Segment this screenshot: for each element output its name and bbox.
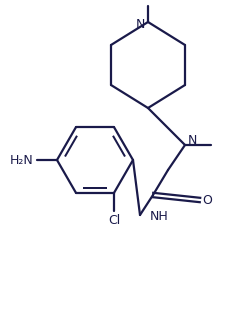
Text: O: O [201,194,211,206]
Text: Cl: Cl [108,214,120,227]
Text: NH: NH [150,211,168,223]
Text: N: N [135,17,144,31]
Text: N: N [187,134,196,147]
Text: H₂N: H₂N [10,154,34,166]
